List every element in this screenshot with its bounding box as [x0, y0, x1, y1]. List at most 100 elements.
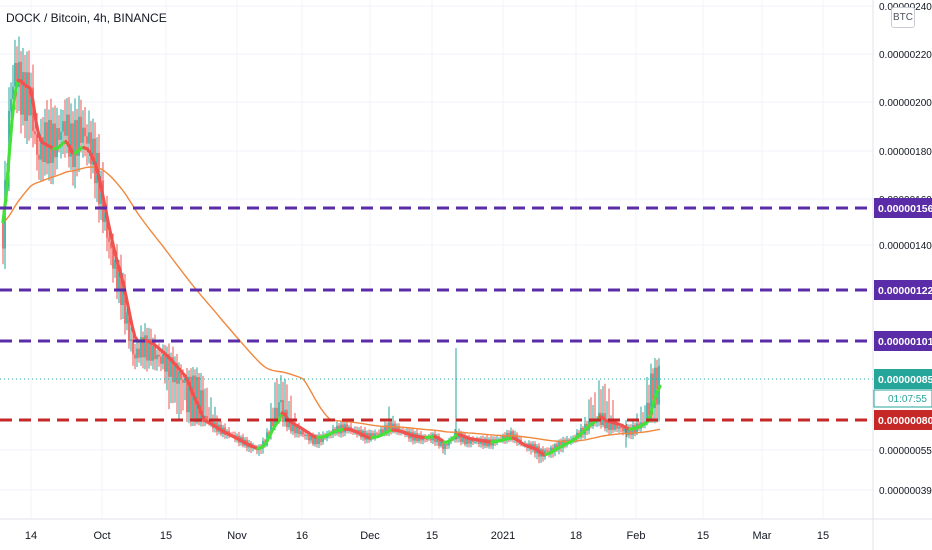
candle-body — [90, 132, 92, 165]
candle-body — [460, 432, 462, 442]
candle-body — [140, 337, 142, 358]
candle-body — [82, 127, 84, 143]
x-tick-label: 2021 — [491, 530, 515, 542]
fast-moving-average-segment — [112, 247, 119, 263]
candle-body — [386, 425, 388, 432]
x-tick-label: 18 — [570, 530, 582, 542]
time-axis[interactable]: 14 Oct 15 Nov 16 Dec 15 2021 18 Feb 15 Mar 15 — [25, 530, 829, 542]
candle-body — [472, 439, 474, 443]
candle-body — [76, 120, 78, 156]
candle-body — [646, 402, 648, 422]
candle-body — [446, 444, 448, 446]
candle-body — [20, 61, 22, 115]
x-tick-label: Nov — [227, 530, 247, 542]
candle-body — [60, 131, 62, 140]
candle-body — [16, 62, 18, 87]
candle-body — [134, 354, 136, 359]
candle-body — [146, 335, 148, 361]
horizontal-levels[interactable] — [0, 206, 873, 422]
level-price-label: 0.00000101 — [878, 336, 932, 348]
candle-body — [12, 86, 14, 100]
candle-body — [200, 390, 202, 423]
candle-body — [506, 433, 508, 441]
candle-body — [374, 433, 376, 437]
level-price-label-bg — [874, 280, 932, 300]
candle-body — [558, 441, 560, 450]
fast-moving-average-segment — [109, 233, 116, 251]
currency-scale-button[interactable]: BTC — [891, 7, 915, 28]
candle-body — [10, 99, 12, 111]
fast-moving-average-segment — [118, 269, 125, 284]
candle-body — [40, 137, 42, 160]
candle-body — [270, 421, 272, 436]
candle-body — [288, 420, 290, 428]
candle-body — [554, 444, 556, 452]
candles — [2, 36, 660, 464]
candle-body — [24, 72, 26, 121]
candle-body — [626, 428, 628, 436]
level-price-label: 0.00000080 — [878, 415, 932, 427]
candle-body — [122, 284, 124, 305]
countdown-label-bg — [873, 389, 932, 408]
fast-moving-average-segment — [100, 189, 107, 208]
candle-body — [650, 373, 652, 419]
fast-moving-average-segment — [34, 120, 41, 138]
candle-body — [144, 335, 146, 358]
x-tick-label: 15 — [697, 530, 709, 542]
chart-title: DOCK / Bitcoin, 4h, BINANCE — [6, 11, 167, 25]
candle-body — [468, 438, 470, 444]
candle-body — [50, 119, 52, 163]
candle-body — [130, 339, 132, 341]
candle-body — [66, 114, 68, 136]
x-tick-label: Mar — [753, 530, 772, 542]
y-tick-label: 0.00000180 — [879, 147, 932, 158]
candle-body — [192, 375, 194, 422]
candle-body — [202, 390, 204, 422]
fast-moving-average-segment — [115, 259, 122, 273]
candle-body — [172, 357, 174, 383]
candle-body — [606, 420, 608, 429]
y-tick-label: 0.00000055 — [879, 446, 932, 457]
candle-body — [206, 415, 208, 422]
candle-body — [622, 428, 624, 432]
candle-body — [384, 425, 386, 434]
candle-body — [114, 259, 116, 269]
candle-body — [378, 433, 380, 435]
candle-body — [128, 312, 130, 341]
candle-body — [118, 268, 120, 291]
candle-body — [398, 426, 400, 432]
candle-body — [126, 312, 128, 324]
candle-body — [176, 363, 178, 384]
candle-body — [300, 431, 302, 435]
fast-moving-average-segment — [106, 220, 113, 237]
fast-moving-average-segment — [130, 323, 137, 339]
candle-body — [78, 116, 80, 156]
fast-moving-average-segment — [7, 118, 14, 159]
candle-body — [502, 435, 504, 440]
candle-body — [620, 427, 622, 429]
candle-body — [372, 433, 374, 437]
candle-body — [64, 121, 66, 136]
candle-body — [70, 123, 72, 157]
candle-body — [426, 438, 428, 440]
candle-body — [168, 354, 170, 377]
fast-moving-average-segment — [10, 91, 17, 123]
level-price-label: 0.00000156 — [878, 203, 932, 215]
candle-body — [314, 437, 316, 445]
candle-body — [160, 356, 162, 364]
last-price-label-bg — [874, 369, 932, 389]
countdown-label: 01:07:55 — [888, 394, 927, 405]
fast-moving-average-segment — [97, 176, 104, 194]
candle-body — [188, 376, 190, 413]
candle-body — [68, 114, 70, 157]
x-tick-label: 15 — [817, 530, 829, 542]
candle-body — [2, 221, 4, 249]
candle-body — [112, 248, 114, 269]
candle-body — [550, 447, 552, 452]
candle-body — [380, 429, 382, 434]
x-tick-label: Dec — [360, 530, 380, 542]
candle-body — [84, 127, 86, 137]
candle-body — [654, 367, 656, 409]
candle-body — [438, 436, 440, 447]
